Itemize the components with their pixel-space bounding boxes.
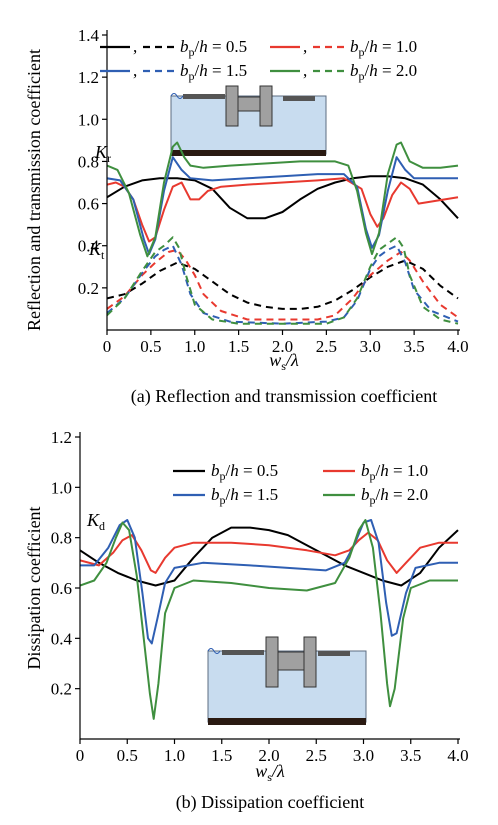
y-axis-label-b: Dissipation coefficient xyxy=(24,506,44,669)
series-line-2 xyxy=(80,531,458,574)
legend-entry-2: bp/h = 1.0 xyxy=(323,461,428,483)
caption-a: (a) Reflection and transmission coeffici… xyxy=(131,386,438,407)
series-line-4 xyxy=(80,519,458,720)
y-tick-label: 1.0 xyxy=(78,110,99,129)
x-tick-label: 1.5 xyxy=(211,746,232,765)
panel-a-reflection-transmission: 0 0.5 1.0 1.5 2.0 2.5 3.0 3.5 4.0 0.2 0.4 0.6 0.8 1.0… xyxy=(24,26,469,407)
series-line-1 xyxy=(80,526,459,587)
y-tick-label: 0.6 xyxy=(51,579,72,598)
svg-text:bp/h = 1.0: bp/h = 1.0 xyxy=(350,37,417,59)
x-axis-label-a: ws/λ xyxy=(269,350,299,373)
y-tick-label: 1.2 xyxy=(78,68,99,87)
y-tick-label: 0.8 xyxy=(78,152,99,171)
legend-entry-1: , bp/h = 0.5 xyxy=(100,37,247,59)
svg-text:bp/h = 2.0: bp/h = 2.0 xyxy=(350,61,417,83)
series-line-7 xyxy=(107,244,459,325)
y-tick-label: 0.2 xyxy=(51,680,72,699)
series-line-8 xyxy=(107,236,459,325)
x-tick-label: 1.5 xyxy=(228,337,249,356)
x-tick-label: 3.0 xyxy=(353,746,374,765)
series-line-5 xyxy=(107,259,459,310)
svg-text:,: , xyxy=(303,61,307,80)
panel-b-dissipation: 0 0.5 1.0 1.5 2.0 2.5 3.0 3.5 4.0 0.2 0.4 0.6 0.8 1.0… xyxy=(24,428,469,813)
series-line-3 xyxy=(80,519,458,645)
x-tick-label: 4.0 xyxy=(447,746,468,765)
series-line-4 xyxy=(107,141,459,258)
kr-annotation: Kr xyxy=(94,142,111,165)
y-tick-label: 1.2 xyxy=(51,428,72,447)
svg-text:,: , xyxy=(133,61,137,80)
x-tick-label: 2.5 xyxy=(306,746,327,765)
x-tick-label: 2.0 xyxy=(258,746,279,765)
x-tick-label: 0.5 xyxy=(140,337,161,356)
svg-text:,: , xyxy=(133,37,137,56)
x-tick-label: 3.5 xyxy=(404,337,425,356)
legend-entry-3: bp/h = 1.5 xyxy=(173,485,278,507)
x-tick-label: 0 xyxy=(76,746,85,765)
x-tick-label: 2.0 xyxy=(272,337,293,356)
y-tick-label: 0.2 xyxy=(78,279,99,298)
series-line-6 xyxy=(107,248,459,321)
svg-text:bp/h = 2.0: bp/h = 2.0 xyxy=(361,485,428,507)
y-tick-label: 0.4 xyxy=(78,237,100,256)
legend-entry-1: bp/h = 0.5 xyxy=(173,461,278,483)
svg-text:bp/h = 1.5: bp/h = 1.5 xyxy=(180,61,247,83)
kd-annotation: Kd xyxy=(86,510,105,533)
svg-text:bp/h = 1.5: bp/h = 1.5 xyxy=(211,485,278,507)
y-tick-label: 1.4 xyxy=(78,26,100,45)
caption-b: (b) Dissipation coefficient xyxy=(176,792,365,813)
svg-text:bp/h = 1.0: bp/h = 1.0 xyxy=(361,461,428,483)
y-axis-label-a: Reflection and transmission coefficient xyxy=(24,49,44,331)
legend-entry-4: bp/h = 2.0 xyxy=(323,485,428,507)
svg-text:,: , xyxy=(303,37,307,56)
x-tick-label: 3.0 xyxy=(360,337,381,356)
legend-entry-4: , bp/h = 2.0 xyxy=(270,61,417,83)
y-tick-label: 0.6 xyxy=(78,195,99,214)
wave-energy-device-schematic-a xyxy=(170,85,327,156)
x-tick-label: 3.5 xyxy=(400,746,421,765)
x-tick-label: 4.0 xyxy=(447,337,468,356)
svg-text:bp/h = 0.5: bp/h = 0.5 xyxy=(211,461,278,483)
y-tick-label: 0.8 xyxy=(51,529,72,548)
wave-energy-device-schematic-b xyxy=(207,636,367,725)
svg-text:bp/h = 0.5: bp/h = 0.5 xyxy=(180,37,247,59)
x-tick-label: 0.5 xyxy=(117,746,138,765)
x-tick-label: 1.0 xyxy=(184,337,205,356)
x-tick-label: 1.0 xyxy=(164,746,185,765)
kt-annotation: Kt xyxy=(88,239,105,262)
y-tick-label: 1.0 xyxy=(51,478,72,497)
y-tick-label: 0.4 xyxy=(51,629,73,648)
series-line-2 xyxy=(107,177,459,243)
legend-entry-3: , bp/h = 1.5 xyxy=(100,61,247,83)
x-axis-label-b: ws/λ xyxy=(255,761,285,784)
x-tick-label: 0 xyxy=(103,337,112,356)
x-tick-label: 2.5 xyxy=(316,337,337,356)
legend-entry-2: , bp/h = 1.0 xyxy=(270,37,417,59)
